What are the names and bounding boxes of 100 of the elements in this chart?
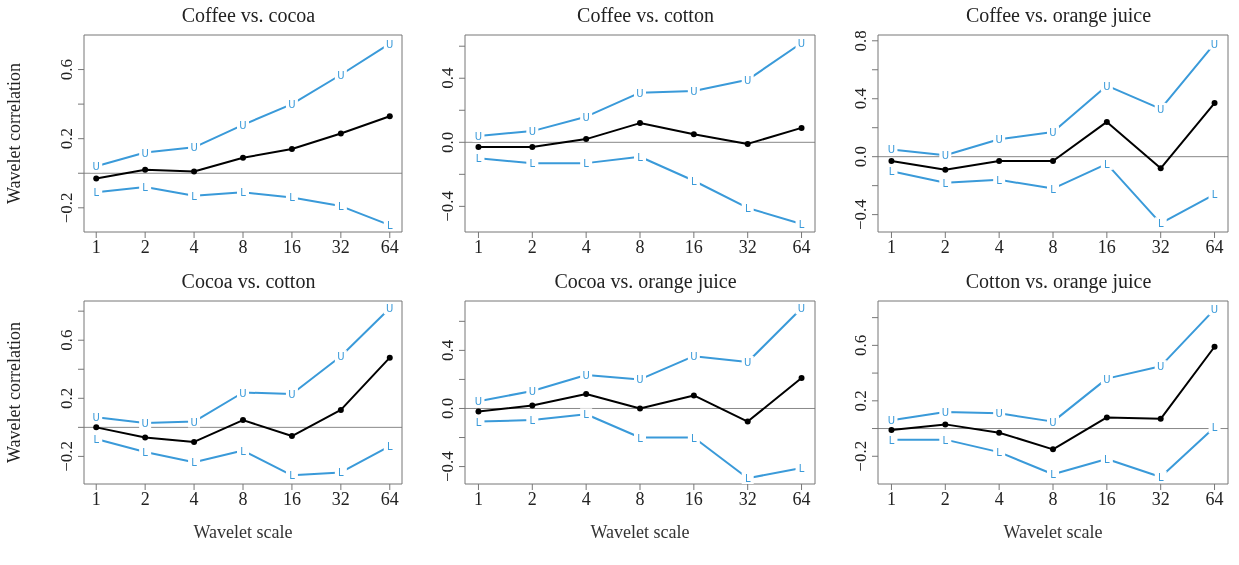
point	[191, 438, 198, 445]
text: U	[1049, 416, 1057, 428]
point	[798, 124, 805, 131]
chart-title: Cocoa vs. orange juice	[553, 269, 738, 295]
text: L	[529, 158, 536, 170]
text: L	[338, 201, 344, 213]
text: L	[1157, 472, 1164, 484]
x-tick-label: 4	[994, 488, 1004, 509]
x-tick-label: 2	[940, 236, 950, 257]
point	[1157, 415, 1164, 422]
point	[888, 158, 895, 165]
text: L	[191, 190, 197, 202]
series-label: L	[475, 153, 482, 165]
point	[191, 168, 198, 175]
point	[798, 374, 805, 381]
text: L	[1211, 422, 1218, 434]
x-axis-title: Wavelet scale	[1003, 522, 1103, 542]
text: U	[141, 418, 149, 429]
x-tick-label: 4	[581, 488, 591, 509]
chart-title: Coffee vs. cotton	[576, 3, 715, 28]
text: L	[289, 192, 295, 204]
point	[637, 405, 643, 412]
series-label: L	[888, 434, 895, 446]
text: L	[637, 151, 643, 163]
text: U	[941, 150, 949, 162]
text: L	[637, 432, 643, 444]
point	[996, 429, 1003, 436]
series-label: U	[887, 144, 896, 156]
x-tick-label: 8	[1048, 236, 1058, 257]
text: U	[995, 134, 1003, 146]
point	[1103, 118, 1110, 125]
text: U	[582, 111, 590, 123]
point	[1050, 158, 1056, 165]
point	[93, 175, 100, 182]
text: L	[386, 220, 393, 232]
x-tick-label: 16	[282, 488, 301, 509]
point	[1050, 446, 1056, 453]
text: L	[142, 182, 148, 194]
x-tick-label: 4	[189, 488, 199, 509]
text: U	[797, 303, 806, 315]
text: U	[941, 406, 949, 418]
x-tick-label: 2	[527, 488, 537, 509]
text: U	[636, 87, 644, 99]
text: U	[690, 351, 698, 363]
text: L	[1104, 454, 1110, 466]
text: L	[240, 187, 246, 199]
x-tick-label: 2	[140, 236, 150, 257]
x-tick-label: 1	[473, 236, 483, 257]
text: L	[338, 467, 344, 479]
text: L	[691, 175, 697, 187]
point	[1211, 343, 1218, 350]
point	[142, 434, 149, 441]
text: U	[1157, 103, 1165, 115]
point	[690, 392, 697, 399]
series-label: U	[474, 130, 483, 142]
chart-title: Cocoa vs. cotton	[180, 269, 317, 294]
x-tick-label: 1	[91, 236, 101, 257]
text: U	[288, 388, 296, 400]
point	[288, 146, 295, 153]
chart-title: Cotton vs. orange juice	[964, 269, 1153, 295]
text: L	[942, 434, 949, 446]
point	[744, 140, 751, 147]
series-label: L	[93, 433, 100, 445]
point	[475, 408, 482, 415]
y-tick-label: 0.0	[851, 146, 870, 168]
text: L	[1157, 218, 1164, 230]
text: L	[289, 470, 295, 482]
x-tick-label: 64	[792, 236, 811, 257]
text: U	[995, 408, 1003, 420]
text: U	[528, 386, 536, 398]
y-tick-label: −0.2	[851, 440, 870, 472]
x-tick-label: 32	[331, 236, 350, 257]
x-tick-label: 32	[738, 236, 757, 257]
text: L	[1211, 189, 1218, 201]
y-tick-label: 0.4	[851, 87, 870, 110]
x-tick-label: 1	[91, 488, 101, 509]
x-tick-label: 64	[1205, 488, 1224, 509]
x-tick-label: 2	[140, 488, 150, 509]
y-tick-label: 0.2	[851, 390, 870, 412]
y-tick-label: 0.8	[851, 30, 870, 52]
y-tick-label: 0.2	[57, 128, 76, 150]
point	[386, 354, 393, 361]
x-tick-label: 32	[1151, 488, 1170, 509]
text: U	[337, 69, 345, 81]
x-tick-label: 32	[331, 488, 350, 509]
x-tick-label: 16	[282, 236, 301, 257]
series-label: L	[888, 166, 895, 178]
point	[240, 154, 246, 161]
text: L	[744, 473, 751, 485]
text: U	[386, 303, 394, 315]
point	[337, 406, 344, 413]
x-tick-label: 8	[1048, 488, 1058, 509]
point	[690, 131, 697, 138]
chart-title: Coffee vs. orange juice	[964, 3, 1153, 29]
series-label: U	[887, 415, 896, 427]
text: L	[744, 202, 751, 214]
series-label: U	[92, 412, 100, 424]
series-label: L	[93, 187, 100, 199]
point	[93, 424, 100, 431]
text: L	[386, 441, 393, 453]
